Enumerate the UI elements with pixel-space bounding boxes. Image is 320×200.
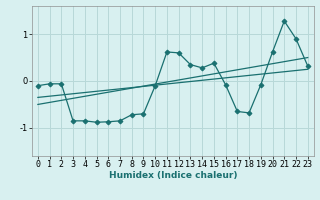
X-axis label: Humidex (Indice chaleur): Humidex (Indice chaleur) <box>108 171 237 180</box>
